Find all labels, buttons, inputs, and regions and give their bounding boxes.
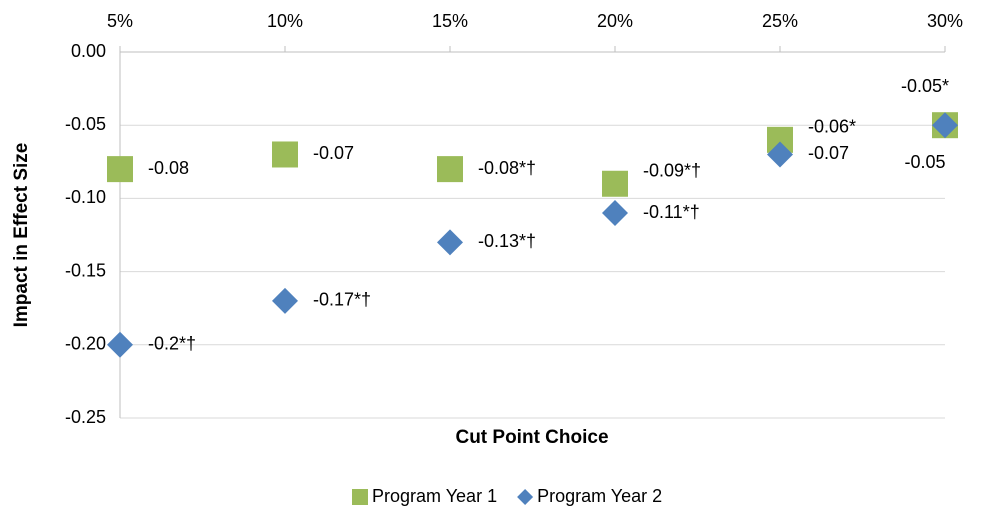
y-tick-label: 0.00	[71, 41, 106, 61]
y-tick-label: -0.25	[65, 407, 106, 427]
diamond-marker	[272, 287, 298, 314]
y-tick-label: -0.10	[65, 187, 106, 207]
x-tick-label: 30%	[927, 11, 963, 31]
data-label: -0.06*	[808, 117, 856, 137]
x-tick-label: 15%	[432, 11, 468, 31]
data-label: -0.2*†	[148, 334, 196, 354]
data-label: -0.08*†	[478, 158, 536, 178]
diamond-marker	[602, 200, 628, 227]
diamond-marker	[932, 112, 958, 139]
legend-label: Program Year 1	[372, 486, 497, 506]
square-marker	[602, 170, 628, 197]
data-label: -0.05*	[901, 76, 949, 96]
legend-label: Program Year 2	[537, 486, 662, 506]
diamond-marker	[107, 331, 133, 358]
x-tick-label: 10%	[267, 11, 303, 31]
y-tick-label: -0.05	[65, 114, 106, 134]
data-label: -0.11*†	[643, 202, 700, 222]
data-label: -0.17*†	[313, 290, 371, 310]
data-label: -0.07	[313, 143, 354, 163]
square-marker	[437, 156, 463, 183]
legend-swatch	[352, 489, 368, 505]
y-axis-title: Impact in Effect Size	[11, 143, 32, 328]
square-marker	[107, 156, 133, 183]
data-label: -0.09*†	[643, 161, 701, 181]
y-tick-label: -0.20	[65, 334, 106, 354]
x-axis-title: Cut Point Choice	[455, 427, 608, 448]
legend-swatch	[517, 489, 534, 505]
square-marker	[272, 141, 298, 168]
data-label: -0.08	[148, 158, 189, 178]
x-tick-label: 25%	[762, 11, 798, 31]
data-label: -0.05	[904, 152, 945, 172]
diamond-marker	[437, 229, 463, 256]
y-tick-label: -0.15	[65, 260, 106, 280]
diamond-marker	[767, 141, 793, 168]
data-label: -0.13*†	[478, 231, 536, 251]
x-tick-label: 20%	[597, 11, 633, 31]
x-tick-label: 5%	[107, 11, 133, 31]
data-label: -0.07	[808, 143, 849, 163]
